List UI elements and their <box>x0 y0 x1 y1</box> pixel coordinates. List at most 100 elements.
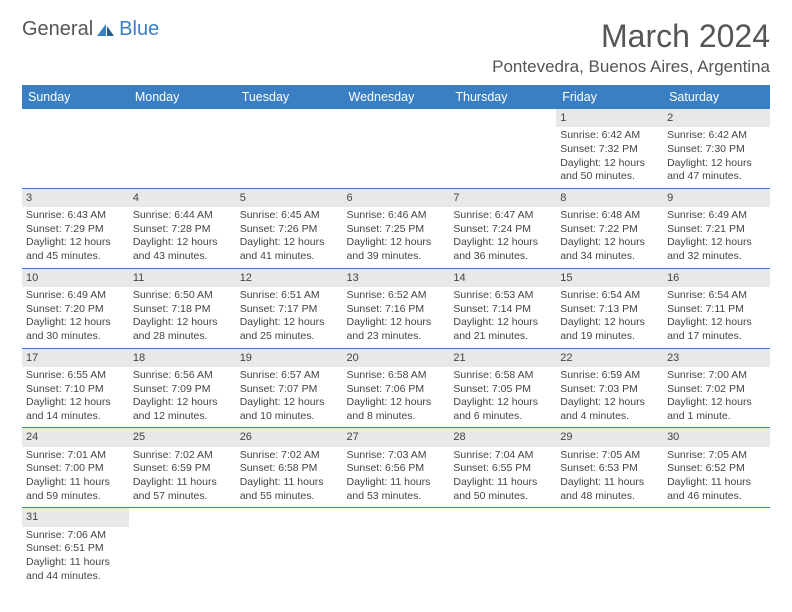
day-details: Sunrise: 7:06 AMSunset: 6:51 PMDaylight:… <box>22 527 129 588</box>
calendar-cell: 9Sunrise: 6:49 AMSunset: 7:21 PMDaylight… <box>663 188 770 268</box>
day-details: Sunrise: 6:52 AMSunset: 7:16 PMDaylight:… <box>343 287 450 348</box>
sunset-text: Sunset: 7:00 PM <box>26 462 125 476</box>
sunrise-text: Sunrise: 6:42 AM <box>560 129 659 143</box>
daylight-text: Daylight: 11 hours and 59 minutes. <box>26 476 125 503</box>
calendar-cell: 8Sunrise: 6:48 AMSunset: 7:22 PMDaylight… <box>556 188 663 268</box>
logo-text-general: General <box>22 18 93 41</box>
day-number: 8 <box>556 189 663 207</box>
sunrise-text: Sunrise: 6:45 AM <box>240 209 339 223</box>
calendar-row: 31Sunrise: 7:06 AMSunset: 6:51 PMDayligh… <box>22 508 770 587</box>
calendar-cell: .. <box>449 508 556 587</box>
day-details: Sunrise: 6:50 AMSunset: 7:18 PMDaylight:… <box>129 287 236 348</box>
calendar-cell: 3 Sunrise: 6:43 AMSunset: 7:29 PMDaylight… <box>22 188 129 268</box>
sunset-text: Sunset: 7:30 PM <box>667 143 766 157</box>
day-number: 21 <box>449 349 556 367</box>
daylight-text: Daylight: 11 hours and 46 minutes. <box>667 476 766 503</box>
sunset-text: Sunset: 7:22 PM <box>560 223 659 237</box>
daylight-text: Daylight: 12 hours and 10 minutes. <box>240 396 339 423</box>
calendar-cell: .. <box>343 109 450 188</box>
calendar-cell: 6Sunrise: 6:46 AMSunset: 7:25 PMDaylight… <box>343 188 450 268</box>
day-number: 20 <box>343 349 450 367</box>
logo-sail-icon <box>95 23 117 37</box>
daylight-text: Daylight: 11 hours and 57 minutes. <box>133 476 232 503</box>
sunrise-text: Sunrise: 7:06 AM <box>26 529 125 543</box>
sunset-text: Sunset: 7:26 PM <box>240 223 339 237</box>
weekday-header: Wednesday <box>343 85 450 109</box>
daylight-text: Daylight: 11 hours and 44 minutes. <box>26 556 125 583</box>
day-details: Sunrise: 7:00 AMSunset: 7:02 PMDaylight:… <box>663 367 770 428</box>
logo: General Blue <box>22 18 159 41</box>
day-number: 11 <box>129 269 236 287</box>
sunrise-text: Sunrise: 6:49 AM <box>667 209 766 223</box>
day-number: 27 <box>343 428 450 446</box>
daylight-text: Daylight: 12 hours and 45 minutes. <box>26 236 125 263</box>
sunrise-text: Sunrise: 6:53 AM <box>453 289 552 303</box>
sunset-text: Sunset: 7:03 PM <box>560 383 659 397</box>
daylight-text: Daylight: 11 hours and 48 minutes. <box>560 476 659 503</box>
calendar-cell: 17Sunrise: 6:55 AMSunset: 7:10 PMDayligh… <box>22 348 129 428</box>
day-number: 9 <box>663 189 770 207</box>
calendar-cell: 13Sunrise: 6:52 AMSunset: 7:16 PMDayligh… <box>343 268 450 348</box>
day-number: 3 <box>22 189 129 207</box>
calendar-cell: .. <box>663 508 770 587</box>
calendar-row: 24Sunrise: 7:01 AMSunset: 7:00 PMDayligh… <box>22 428 770 508</box>
daylight-text: Daylight: 12 hours and 39 minutes. <box>347 236 446 263</box>
calendar-cell: 5Sunrise: 6:45 AMSunset: 7:26 PMDaylight… <box>236 188 343 268</box>
weekday-header: Friday <box>556 85 663 109</box>
sunrise-text: Sunrise: 6:43 AM <box>26 209 125 223</box>
day-details: Sunrise: 6:53 AMSunset: 7:14 PMDaylight:… <box>449 287 556 348</box>
daylight-text: Daylight: 12 hours and 21 minutes. <box>453 316 552 343</box>
sunset-text: Sunset: 6:52 PM <box>667 462 766 476</box>
sunset-text: Sunset: 7:13 PM <box>560 303 659 317</box>
sunset-text: Sunset: 7:16 PM <box>347 303 446 317</box>
daylight-text: Daylight: 12 hours and 47 minutes. <box>667 157 766 184</box>
daylight-text: Daylight: 12 hours and 34 minutes. <box>560 236 659 263</box>
title-block: March 2024 Pontevedra, Buenos Aires, Arg… <box>492 18 770 77</box>
sunset-text: Sunset: 6:59 PM <box>133 462 232 476</box>
calendar-cell: 15Sunrise: 6:54 AMSunset: 7:13 PMDayligh… <box>556 268 663 348</box>
day-details: Sunrise: 6:51 AMSunset: 7:17 PMDaylight:… <box>236 287 343 348</box>
sunset-text: Sunset: 6:55 PM <box>453 462 552 476</box>
calendar-cell: 14Sunrise: 6:53 AMSunset: 7:14 PMDayligh… <box>449 268 556 348</box>
daylight-text: Daylight: 11 hours and 53 minutes. <box>347 476 446 503</box>
daylight-text: Daylight: 12 hours and 17 minutes. <box>667 316 766 343</box>
month-title: March 2024 <box>492 18 770 55</box>
day-number: 26 <box>236 428 343 446</box>
day-details: Sunrise: 7:01 AMSunset: 7:00 PMDaylight:… <box>22 447 129 508</box>
day-number: 4 <box>129 189 236 207</box>
sunset-text: Sunset: 7:14 PM <box>453 303 552 317</box>
day-number: 22 <box>556 349 663 367</box>
day-details: Sunrise: 6:57 AMSunset: 7:07 PMDaylight:… <box>236 367 343 428</box>
sunset-text: Sunset: 7:05 PM <box>453 383 552 397</box>
logo-text-blue: Blue <box>119 18 159 41</box>
weekday-header: Thursday <box>449 85 556 109</box>
calendar-cell: 30Sunrise: 7:05 AMSunset: 6:52 PMDayligh… <box>663 428 770 508</box>
day-number: 2 <box>663 109 770 127</box>
sunset-text: Sunset: 7:09 PM <box>133 383 232 397</box>
calendar-cell: .. <box>236 508 343 587</box>
calendar-cell: 16Sunrise: 6:54 AMSunset: 7:11 PMDayligh… <box>663 268 770 348</box>
weekday-header: Monday <box>129 85 236 109</box>
calendar-cell: 22Sunrise: 6:59 AMSunset: 7:03 PMDayligh… <box>556 348 663 428</box>
calendar-table: Sunday Monday Tuesday Wednesday Thursday… <box>22 85 770 587</box>
calendar-cell: .. <box>236 109 343 188</box>
sunrise-text: Sunrise: 6:47 AM <box>453 209 552 223</box>
day-number: 7 <box>449 189 556 207</box>
sunrise-text: Sunrise: 6:51 AM <box>240 289 339 303</box>
sunset-text: Sunset: 7:07 PM <box>240 383 339 397</box>
calendar-cell: 18Sunrise: 6:56 AMSunset: 7:09 PMDayligh… <box>129 348 236 428</box>
sunrise-text: Sunrise: 6:54 AM <box>560 289 659 303</box>
day-details: Sunrise: 7:04 AMSunset: 6:55 PMDaylight:… <box>449 447 556 508</box>
calendar-cell: 21Sunrise: 6:58 AMSunset: 7:05 PMDayligh… <box>449 348 556 428</box>
sunrise-text: Sunrise: 6:59 AM <box>560 369 659 383</box>
sunrise-text: Sunrise: 6:42 AM <box>667 129 766 143</box>
calendar-cell: 26Sunrise: 7:02 AMSunset: 6:58 PMDayligh… <box>236 428 343 508</box>
daylight-text: Daylight: 12 hours and 23 minutes. <box>347 316 446 343</box>
sunset-text: Sunset: 7:29 PM <box>26 223 125 237</box>
daylight-text: Daylight: 11 hours and 55 minutes. <box>240 476 339 503</box>
day-number: 10 <box>22 269 129 287</box>
calendar-cell: 1Sunrise: 6:42 AMSunset: 7:32 PMDaylight… <box>556 109 663 188</box>
calendar-row: ..........1Sunrise: 6:42 AMSunset: 7:32 … <box>22 109 770 188</box>
day-number: 30 <box>663 428 770 446</box>
sunset-text: Sunset: 7:28 PM <box>133 223 232 237</box>
